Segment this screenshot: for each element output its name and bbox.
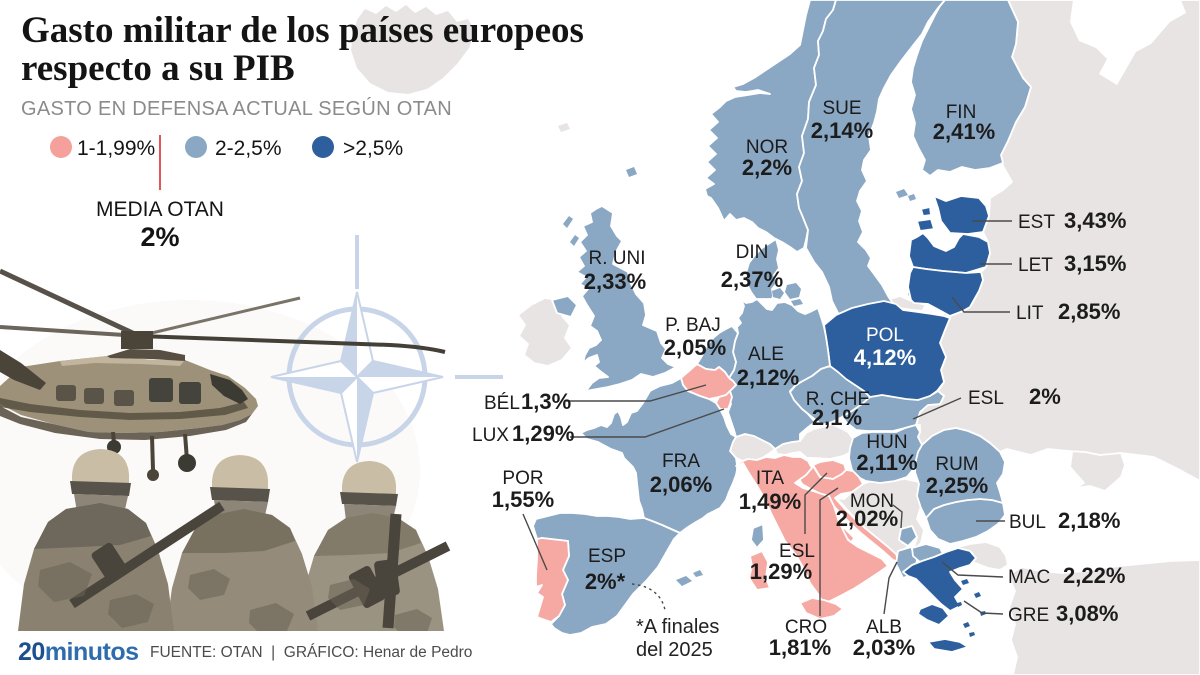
svg-text:RUM: RUM <box>935 454 978 475</box>
svg-text:2%*: 2%* <box>585 569 626 594</box>
svg-text:1,81%: 1,81% <box>769 635 831 660</box>
svg-text:MON: MON <box>850 491 894 512</box>
svg-text:R. CHE: R. CHE <box>806 389 870 410</box>
svg-text:1,29%: 1,29% <box>750 559 812 584</box>
svg-text:2,37%: 2,37% <box>721 267 783 292</box>
svg-text:1,49%: 1,49% <box>739 489 801 514</box>
svg-text:2,33%: 2,33% <box>584 269 646 294</box>
svg-text:2,41%: 2,41% <box>933 119 995 144</box>
svg-text:POL: POL <box>866 325 904 346</box>
svg-text:2,02%: 2,02% <box>836 506 898 531</box>
svg-text:NOR: NOR <box>746 137 788 158</box>
svg-text:2,12%: 2,12% <box>737 365 799 390</box>
svg-text:BÉL: BÉL <box>484 393 520 414</box>
svg-text:del 2025: del 2025 <box>636 639 713 661</box>
svg-text:3,08%: 3,08% <box>1056 601 1118 626</box>
svg-text:3,15%: 3,15% <box>1064 251 1126 276</box>
svg-text:2,22%: 2,22% <box>1063 563 1125 588</box>
svg-text:LUX: LUX <box>472 425 509 446</box>
svg-text:BUL: BUL <box>1009 512 1046 533</box>
svg-text:FRA: FRA <box>662 451 700 472</box>
svg-text:1,3%: 1,3% <box>521 389 571 414</box>
svg-text:2,25%: 2,25% <box>926 473 988 498</box>
svg-text:2,06%: 2,06% <box>650 472 712 497</box>
svg-text:2%: 2% <box>1029 384 1061 409</box>
svg-text:ALB: ALB <box>866 617 902 638</box>
svg-text:LIT: LIT <box>1016 303 1044 324</box>
svg-text:2,18%: 2,18% <box>1058 508 1120 533</box>
svg-text:ITA: ITA <box>756 468 784 489</box>
svg-text:LET: LET <box>1018 255 1053 276</box>
svg-text:ESL: ESL <box>968 388 1004 409</box>
svg-text:2,14%: 2,14% <box>811 118 873 143</box>
svg-text:MAC: MAC <box>1008 567 1050 588</box>
svg-text:4,12%: 4,12% <box>854 345 916 370</box>
svg-text:P. BAJ: P. BAJ <box>665 315 721 336</box>
svg-text:ESL: ESL <box>779 541 815 562</box>
svg-text:1,29%: 1,29% <box>512 421 574 446</box>
svg-text:2,03%: 2,03% <box>853 635 915 660</box>
svg-text:2,11%: 2,11% <box>856 450 917 475</box>
svg-text:*A finales: *A finales <box>636 616 719 638</box>
svg-text:EST: EST <box>1018 212 1055 233</box>
svg-text:HUN: HUN <box>866 432 907 453</box>
svg-text:R. UNI: R. UNI <box>589 248 646 269</box>
svg-text:2,1%: 2,1% <box>812 405 862 430</box>
svg-text:ESP: ESP <box>588 546 626 567</box>
svg-text:GRE: GRE <box>1008 605 1049 626</box>
svg-text:ALE: ALE <box>748 344 784 365</box>
svg-text:3,43%: 3,43% <box>1064 208 1126 233</box>
svg-text:SUE: SUE <box>822 98 861 119</box>
svg-text:FIN: FIN <box>946 102 977 123</box>
svg-text:2,85%: 2,85% <box>1058 299 1120 324</box>
svg-text:DIN: DIN <box>736 242 769 263</box>
svg-text:POR: POR <box>502 468 543 489</box>
svg-text:2,05%: 2,05% <box>664 335 726 360</box>
svg-text:1,55%: 1,55% <box>492 487 554 512</box>
svg-text:2,2%: 2,2% <box>742 155 792 180</box>
svg-text:CRO: CRO <box>785 617 827 638</box>
